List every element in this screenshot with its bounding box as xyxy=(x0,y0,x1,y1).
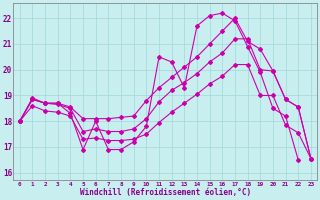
X-axis label: Windchill (Refroidissement éolien,°C): Windchill (Refroidissement éolien,°C) xyxy=(80,188,251,197)
